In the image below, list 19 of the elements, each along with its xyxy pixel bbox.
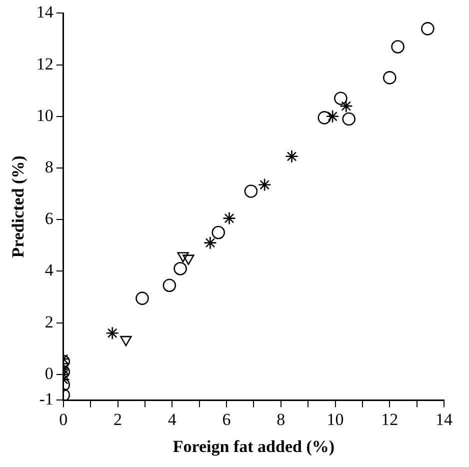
x-tick-label: 4 bbox=[168, 410, 177, 429]
x-tick-label: 14 bbox=[436, 410, 453, 429]
y-tick-label: 8 bbox=[44, 157, 54, 176]
x-tick-label: 8 bbox=[276, 410, 286, 429]
x-tick-label: 0 bbox=[59, 410, 68, 429]
y-tick-label: 6 bbox=[44, 209, 54, 228]
y-tick-label: 10 bbox=[36, 106, 54, 125]
x-axis-title: Foreign fat added (%) bbox=[172, 437, 335, 456]
y-tick-label: 14 bbox=[36, 2, 54, 22]
y-tick-label: 0 bbox=[44, 364, 54, 383]
y-tick-label: -1 bbox=[39, 390, 54, 409]
y-tick-label: 4 bbox=[44, 260, 54, 280]
y-tick-label: 12 bbox=[36, 54, 54, 74]
x-tick-label: 12 bbox=[381, 410, 398, 429]
x-tick-label: 10 bbox=[326, 410, 344, 429]
x-tick-label: 6 bbox=[222, 410, 231, 429]
y-tick-label: 2 bbox=[44, 312, 54, 332]
y-axis-title: Predicted (%) bbox=[8, 156, 28, 258]
x-tick-label: 2 bbox=[114, 410, 122, 429]
